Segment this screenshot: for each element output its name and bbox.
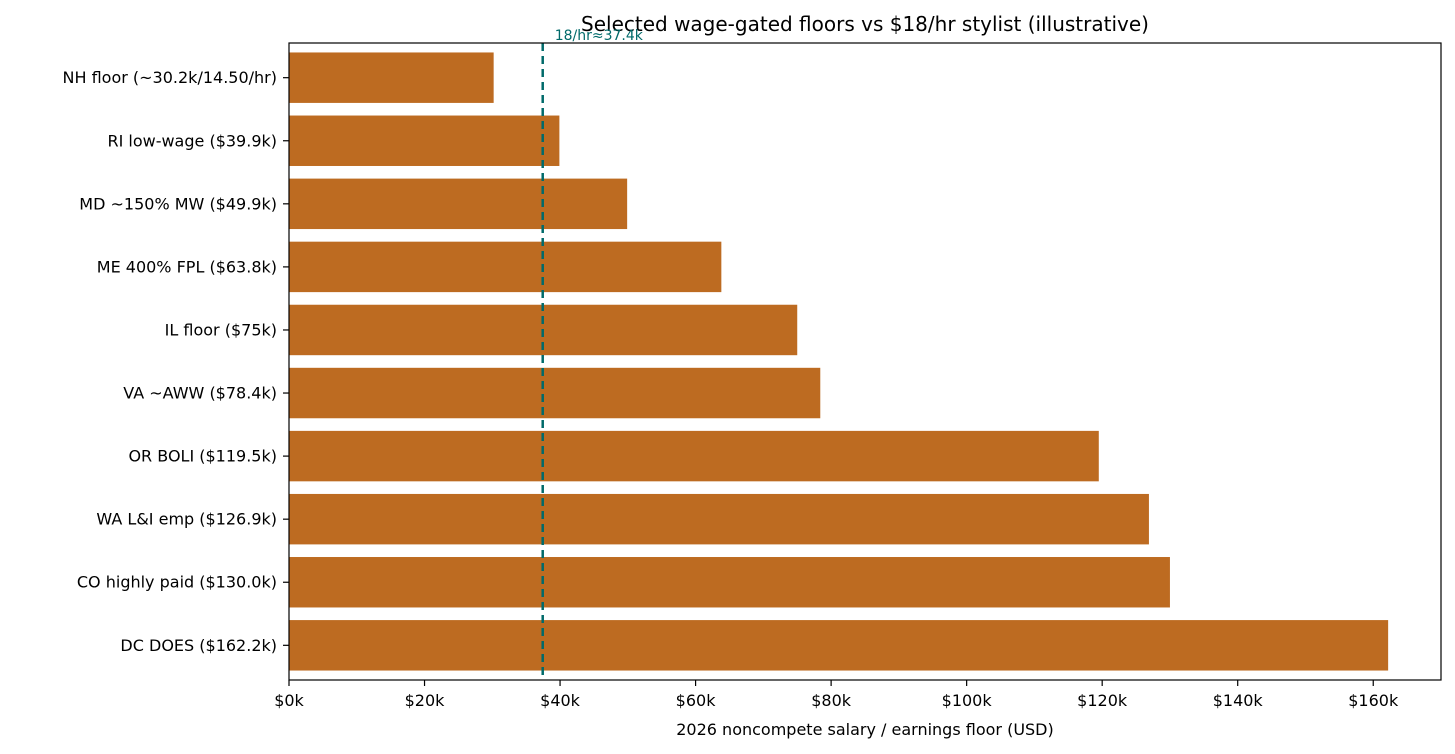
- plot-frame: [288, 42, 1442, 681]
- y-tick-label: DC DOES ($162.2k): [120, 636, 277, 655]
- x-tick-label: $60k: [676, 691, 717, 710]
- bars-layer: [289, 52, 1389, 671]
- y-tick-label: NH floor (~30.2k/14.50/hr): [63, 68, 278, 87]
- reference-line-layer: 18/hr≈37.4k: [541, 28, 644, 680]
- bar: [289, 178, 628, 230]
- x-axis: $0k $20k $40k $60k $80k $100k $120k $140k $160k: [274, 680, 1399, 710]
- chart-title: Selected wage-gated floors vs $18/hr sty…: [581, 12, 1149, 36]
- y-axis: NH floor (~30.2k/14.50/hr) RI low-wage ($…: [63, 68, 289, 655]
- bar: [289, 241, 722, 293]
- y-tick-label: WA L&I emp ($126.9k): [96, 510, 277, 529]
- x-tick-label: $120k: [1077, 691, 1128, 710]
- bar: [289, 52, 494, 103]
- x-tick-label: $20k: [405, 691, 446, 710]
- y-tick-label: OR BOLI ($119.5k): [128, 447, 277, 466]
- reference-line-label: 18/hr≈37.4k: [555, 28, 644, 44]
- y-tick-label: ME 400% FPL ($63.8k): [97, 257, 277, 276]
- y-tick-label: VA ~AWW ($78.4k): [123, 384, 277, 403]
- y-tick-label: MD ~150% MW ($49.9k): [79, 194, 277, 213]
- x-tick-label: $100k: [942, 691, 993, 710]
- y-tick-label: IL floor ($75k): [165, 320, 277, 339]
- x-tick-label: $80k: [811, 691, 852, 710]
- x-tick-label: $140k: [1213, 691, 1264, 710]
- x-tick-label: $40k: [540, 691, 581, 710]
- bar: [289, 430, 1099, 482]
- x-tick-label: $160k: [1348, 691, 1399, 710]
- bar: [289, 493, 1149, 545]
- bar: [289, 367, 821, 419]
- y-tick-label: CO highly paid ($130.0k): [77, 573, 277, 592]
- x-tick-label: $0k: [274, 691, 304, 710]
- y-tick-label: RI low-wage ($39.9k): [107, 131, 277, 150]
- bar: [289, 620, 1389, 671]
- x-axis-title: 2026 noncompete salary / earnings floor …: [676, 720, 1054, 739]
- bar: [289, 115, 560, 166]
- bar: [289, 557, 1170, 608]
